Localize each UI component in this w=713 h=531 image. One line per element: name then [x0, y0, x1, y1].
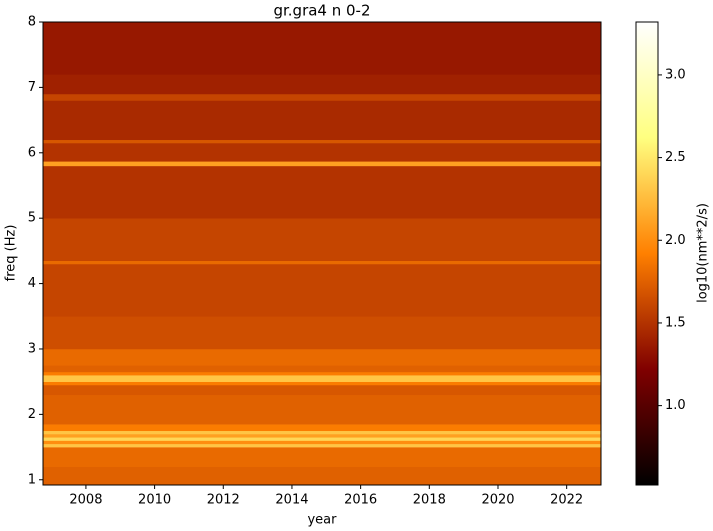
heatmap-band [43, 161, 601, 167]
heatmap-band [43, 447, 601, 467]
y-tick-label: 3 [28, 341, 36, 356]
heatmap-band [43, 381, 601, 386]
heatmap-band [43, 139, 601, 144]
heatmap-band [43, 443, 601, 448]
heatmap-band [43, 466, 601, 486]
plot-frame [42, 21, 602, 486]
colorbar-tick-label: 3.0 [665, 67, 686, 82]
heatmap-band [43, 371, 601, 376]
x-tick-label: 2016 [344, 493, 377, 508]
y-tick-label: 8 [28, 15, 36, 30]
x-tick-label: 2010 [138, 493, 171, 508]
heatmap-band [43, 384, 601, 396]
colorbar-tick-label: 2.0 [665, 233, 686, 248]
heatmap-band [43, 430, 601, 435]
colorbar-tick-label: 2.5 [665, 150, 686, 165]
y-tick-label: 6 [28, 145, 36, 160]
colorbar-tick-label: 1.0 [665, 398, 686, 413]
plot-area [43, 22, 601, 486]
y-tick-label: 2 [28, 407, 36, 422]
colorbar-label: log10(nm**2/s) [696, 203, 711, 303]
heatmap-band [43, 218, 601, 261]
colorbar-tick-label: 1.5 [665, 315, 686, 330]
y-axis-label: freq (Hz) [4, 225, 19, 282]
heatmap-band [43, 365, 601, 373]
heatmap-band [43, 375, 601, 382]
heatmap-band [43, 93, 601, 101]
x-axis-label: year [307, 513, 337, 528]
heatmap-band [43, 22, 601, 75]
y-tick-label: 5 [28, 211, 36, 226]
heatmap-band [43, 74, 601, 95]
y-tick-label: 7 [28, 80, 36, 95]
heatmap-band [43, 433, 601, 438]
heatmap-band [43, 165, 601, 219]
heatmap-band [43, 142, 601, 162]
heatmap-band [43, 348, 601, 366]
heatmap-band [43, 394, 601, 425]
x-tick-label: 2022 [550, 493, 583, 508]
colorbar [635, 21, 659, 486]
x-tick-label: 2012 [207, 493, 240, 508]
x-tick-label: 2014 [275, 493, 308, 508]
heatmap-band [43, 263, 601, 317]
y-tick-label: 1 [28, 472, 36, 487]
y-tick-label: 4 [28, 276, 36, 291]
heatmap-band [43, 440, 601, 445]
heatmap-band [43, 100, 601, 141]
heatmap-band [43, 260, 601, 265]
heatmap-band [43, 437, 601, 441]
heatmap-band [43, 424, 601, 432]
x-tick-label: 2020 [481, 493, 514, 508]
heatmap-band [43, 316, 601, 350]
x-tick-label: 2008 [69, 493, 102, 508]
x-tick-label: 2018 [413, 493, 446, 508]
chart-title: gr.gra4 n 0-2 [273, 2, 370, 20]
